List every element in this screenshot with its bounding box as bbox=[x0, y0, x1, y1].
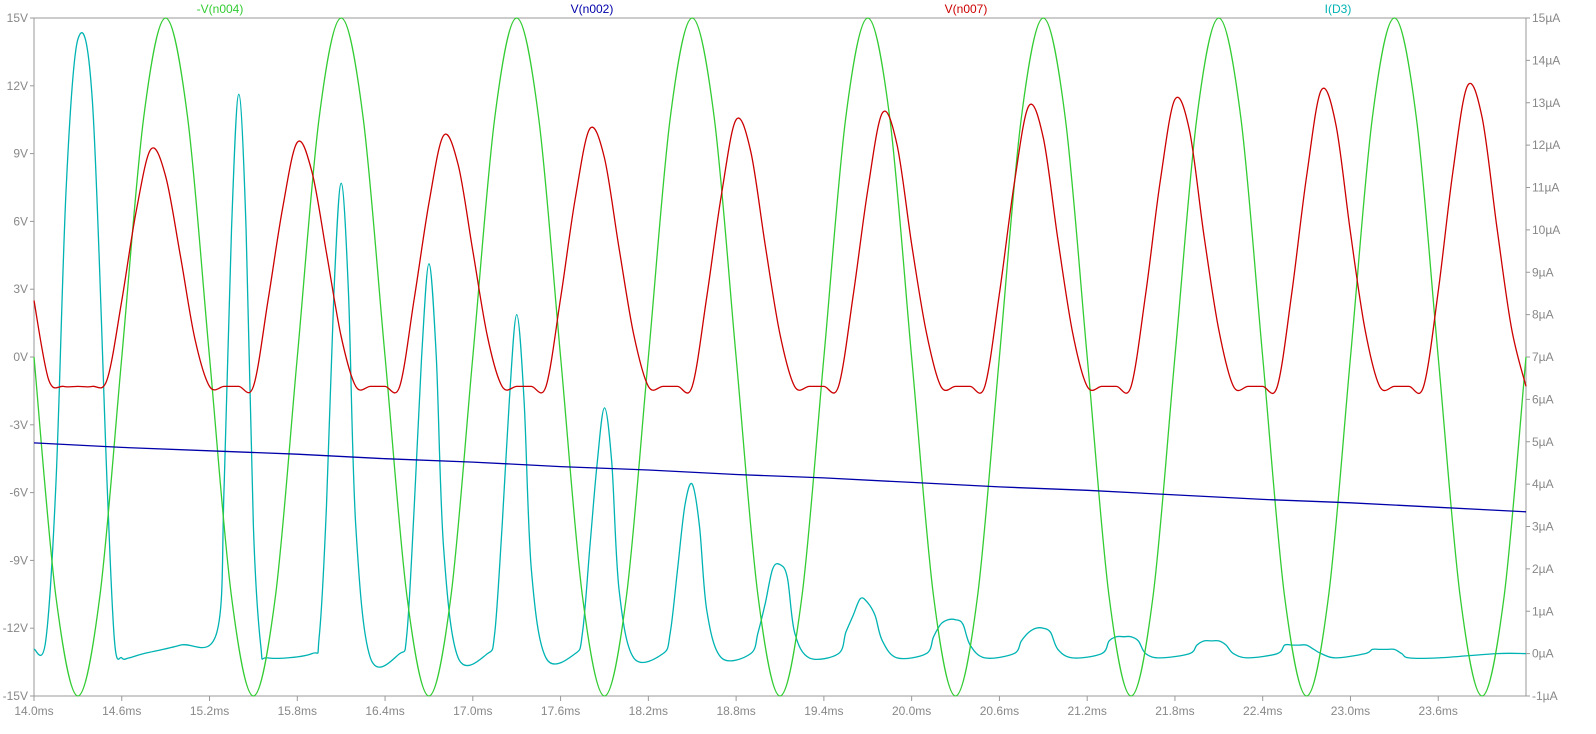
y2-tick-label: 0µA bbox=[1532, 647, 1554, 661]
x-tick-label: 17.0ms bbox=[453, 704, 492, 718]
y-axis-ticks: 15V 12V 9V 6V 3V 0V -3V -6V -9V -12V -15V bbox=[3, 11, 34, 703]
y2-tick-label: 3µA bbox=[1532, 520, 1554, 534]
series-v-n002-line bbox=[33, 442, 1527, 513]
y2-tick-label: 13µA bbox=[1532, 96, 1560, 110]
series-v-n004-line bbox=[33, 17, 1527, 697]
y-tick-label: -15V bbox=[3, 689, 28, 703]
y2-tick-label: 9µA bbox=[1532, 265, 1554, 279]
x-tick-label: 15.8ms bbox=[278, 704, 317, 718]
y2-tick-label: 6µA bbox=[1532, 392, 1554, 406]
series-legend: -V(n004) V(n002) V(n007) I(D3) bbox=[197, 2, 1352, 16]
x-tick-label: 15.2ms bbox=[190, 704, 229, 718]
series-group bbox=[33, 17, 1527, 697]
x-tick-label: 21.2ms bbox=[1067, 704, 1106, 718]
y2-tick-label: 7µA bbox=[1532, 350, 1554, 364]
x-tick-label: 16.4ms bbox=[365, 704, 404, 718]
x-tick-label: 20.6ms bbox=[980, 704, 1019, 718]
y-tick-label: -12V bbox=[3, 621, 28, 635]
x-tick-label: 23.0ms bbox=[1331, 704, 1370, 718]
x-tick-label: 17.6ms bbox=[541, 704, 580, 718]
x-tick-label: 14.6ms bbox=[102, 704, 141, 718]
y-tick-label: 0V bbox=[13, 350, 28, 364]
y2-tick-label: 14µA bbox=[1532, 53, 1560, 67]
y2-tick-label: 8µA bbox=[1532, 308, 1554, 322]
y-tick-label: 6V bbox=[13, 214, 28, 228]
y-tick-label: -3V bbox=[9, 418, 28, 432]
y2-tick-label: 2µA bbox=[1532, 562, 1554, 576]
y-tick-label: 12V bbox=[7, 79, 28, 93]
x-tick-label: 18.8ms bbox=[716, 704, 755, 718]
y-tick-label: 9V bbox=[13, 147, 28, 161]
y2-tick-label: 1µA bbox=[1532, 604, 1554, 618]
legend-v-n004: -V(n004) bbox=[197, 2, 244, 16]
series-v-n007-line bbox=[33, 82, 1527, 394]
legend-v-n002: V(n002) bbox=[571, 2, 614, 16]
y2-tick-label: 15µA bbox=[1532, 11, 1560, 25]
y2-tick-label: 11µA bbox=[1532, 181, 1559, 195]
x-tick-label: 19.4ms bbox=[804, 704, 843, 718]
x-tick-label: 14.0ms bbox=[14, 704, 53, 718]
x-tick-label: 18.2ms bbox=[629, 704, 668, 718]
x-tick-label: 21.8ms bbox=[1155, 704, 1194, 718]
y2-tick-label: 5µA bbox=[1532, 435, 1554, 449]
x-tick-label: 20.0ms bbox=[892, 704, 931, 718]
legend-i-d3: I(D3) bbox=[1325, 2, 1352, 16]
legend-v-n007: V(n007) bbox=[945, 2, 988, 16]
series-i-d3-line bbox=[33, 32, 1527, 668]
x-tick-label: 23.6ms bbox=[1419, 704, 1458, 718]
y2-tick-label: -1µA bbox=[1532, 689, 1558, 703]
y2-tick-label: 4µA bbox=[1532, 477, 1554, 491]
y2-tick-label: 10µA bbox=[1532, 223, 1560, 237]
y-tick-label: 15V bbox=[7, 11, 28, 25]
y-tick-label: -6V bbox=[9, 486, 28, 500]
y-tick-label: -9V bbox=[9, 553, 28, 567]
x-axis-ticks: 14.0ms 14.6ms 15.2ms 15.8ms 16.4ms 17.0ms 17.6… bbox=[14, 696, 1458, 718]
x-tick-label: 22.4ms bbox=[1243, 704, 1282, 718]
y2-axis-ticks: 15µA 14µA 13µA 12µA 11µA 10µA 9µA 8µA 7µA 6µA 5µA 4… bbox=[1526, 11, 1560, 703]
y2-tick-label: 12µA bbox=[1532, 138, 1560, 152]
y-tick-label: 3V bbox=[13, 282, 28, 296]
